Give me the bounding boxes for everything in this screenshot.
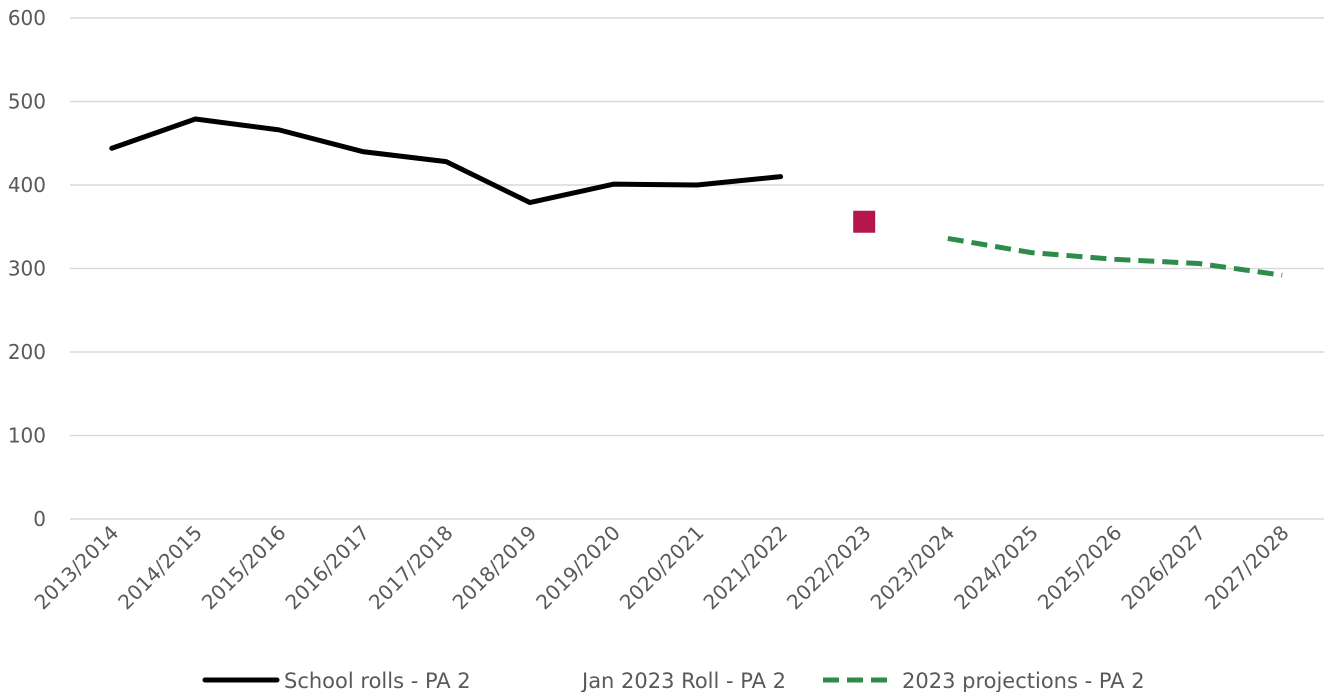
x-tick-label: 2025/2026 bbox=[1033, 521, 1127, 615]
legend: School rolls - PA 2 Jan 2023 Roll - PA 2 2… bbox=[202, 669, 1145, 692]
x-tick-label: 2021/2022 bbox=[698, 521, 792, 615]
gridlines bbox=[70, 17, 1324, 520]
y-tick-label: 200 bbox=[8, 340, 46, 364]
x-tick-label: 2018/2019 bbox=[448, 521, 542, 615]
y-axis: 0 100 200 300 400 500 600 bbox=[8, 6, 46, 531]
x-tick-label: 2016/2017 bbox=[280, 521, 374, 615]
x-tick-label: 2020/2021 bbox=[615, 521, 709, 615]
series-line-school-rolls bbox=[109, 116, 784, 206]
y-tick-label: 0 bbox=[33, 507, 46, 531]
legend-label: Jan 2023 Roll - PA 2 bbox=[580, 669, 786, 692]
y-tick-label: 600 bbox=[8, 6, 46, 30]
x-tick-label: 2013/2014 bbox=[30, 521, 124, 615]
y-tick-label: 400 bbox=[8, 173, 46, 197]
x-tick-label: 2017/2018 bbox=[364, 521, 458, 615]
x-tick-label: 2027/2028 bbox=[1200, 521, 1294, 615]
y-tick-label: 300 bbox=[8, 257, 46, 281]
data-point-marker bbox=[853, 210, 876, 233]
x-tick-label: 2026/2027 bbox=[1116, 521, 1210, 615]
series-line-projections bbox=[947, 235, 1283, 278]
x-tick-label: 2015/2016 bbox=[197, 521, 291, 615]
x-tick-label: 2019/2020 bbox=[531, 521, 625, 615]
x-tick-label: 2024/2025 bbox=[949, 521, 1043, 615]
x-tick-label: 2022/2023 bbox=[782, 521, 876, 615]
plot-area bbox=[109, 116, 1283, 278]
legend-label: School rolls - PA 2 bbox=[284, 669, 471, 692]
x-axis: 2013/20142014/20152015/20162016/20172017… bbox=[30, 521, 1294, 615]
y-tick-label: 100 bbox=[8, 424, 46, 448]
x-tick-label: 2023/2024 bbox=[866, 521, 960, 615]
x-tick-label: 2014/2015 bbox=[113, 521, 207, 615]
legend-label: 2023 projections - PA 2 bbox=[902, 669, 1145, 692]
y-tick-label: 500 bbox=[8, 90, 46, 114]
